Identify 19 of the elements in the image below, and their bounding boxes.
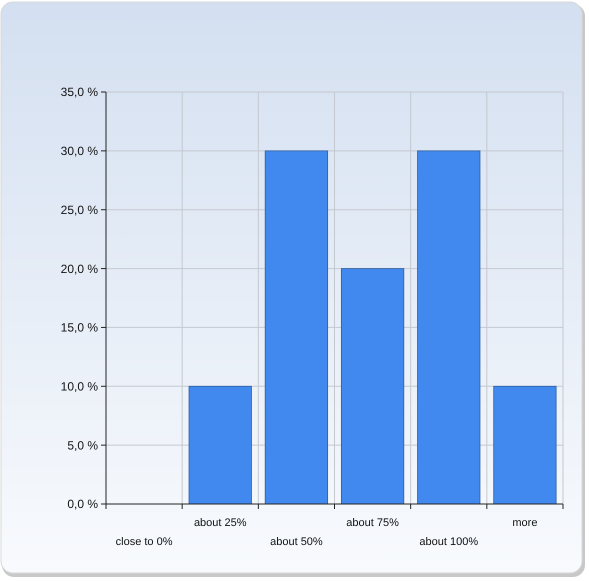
y-tick-label: 20,0 % — [60, 262, 98, 276]
y-tick-label: 10,0 % — [60, 379, 98, 394]
y-tick-label: 15,0 % — [60, 320, 98, 335]
bar — [493, 386, 557, 504]
bar — [340, 268, 404, 504]
bar — [417, 150, 480, 504]
bar — [188, 386, 252, 504]
x-tick-label: about 100% — [419, 536, 478, 548]
y-tick-label: 30,0 % — [60, 144, 98, 158]
x-tick-label: about 25% — [194, 517, 247, 529]
x-tick-label: about 50% — [270, 536, 323, 548]
bar — [264, 150, 328, 504]
x-tick-label: about 75% — [346, 517, 400, 529]
y-tick-label: 25,0 % — [60, 202, 98, 217]
x-tick-label: close to 0% — [116, 536, 173, 548]
y-tick-label: 5,0 % — [67, 438, 98, 452]
y-tick-label: 35,0 % — [60, 85, 98, 100]
x-tick-label: more — [512, 517, 538, 529]
y-tick-label: 0,0 % — [67, 497, 98, 512]
